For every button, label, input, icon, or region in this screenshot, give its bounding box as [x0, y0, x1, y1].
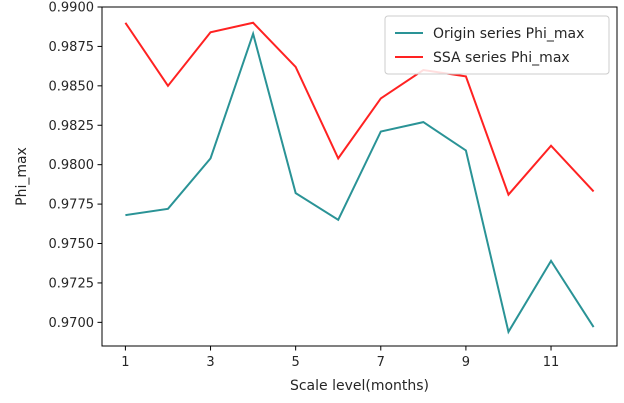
x-tick-label: 3	[206, 355, 214, 370]
legend: Origin series Phi_max SSA series Phi_max	[384, 15, 610, 75]
plot-frame	[101, 6, 618, 347]
y-tick-label: 0.9850	[49, 79, 95, 94]
plot-lines	[124, 21, 595, 335]
x-tick-label: 9	[462, 355, 470, 370]
x-axis-label: Scale level(months)	[290, 378, 429, 394]
y-tick-label: 0.9725	[49, 276, 95, 291]
y-tick-label: 0.9875	[49, 40, 95, 55]
series-line-origin	[125, 30, 595, 335]
x-tick-label: 7	[377, 355, 385, 370]
y-tick-label: 0.9825	[49, 119, 95, 134]
x-tick-label: 1	[121, 355, 129, 370]
x-tick-label: 11	[543, 355, 560, 370]
legend-label: Origin series Phi_max	[433, 26, 584, 42]
x-tick-label: 5	[292, 355, 300, 370]
y-tick-label: 0.9800	[49, 158, 95, 173]
y-tick-label: 0.9775	[49, 198, 95, 213]
legend-label: SSA series Phi_max	[433, 50, 570, 66]
y-tick-label: 0.9750	[49, 237, 95, 252]
y-tick-label: 0.9700	[49, 316, 95, 331]
y-axis: 0.9700 0.9725 0.9750 0.9775 0.9800 0.9825 0.98…	[49, 1, 102, 331]
y-axis-label: Phi_max	[14, 147, 30, 206]
y-tick-label: 0.9900	[49, 1, 95, 16]
x-axis: 1 3 5 7 9 11	[121, 346, 559, 370]
legend-box	[384, 15, 610, 75]
series-line-ssa	[124, 21, 595, 197]
